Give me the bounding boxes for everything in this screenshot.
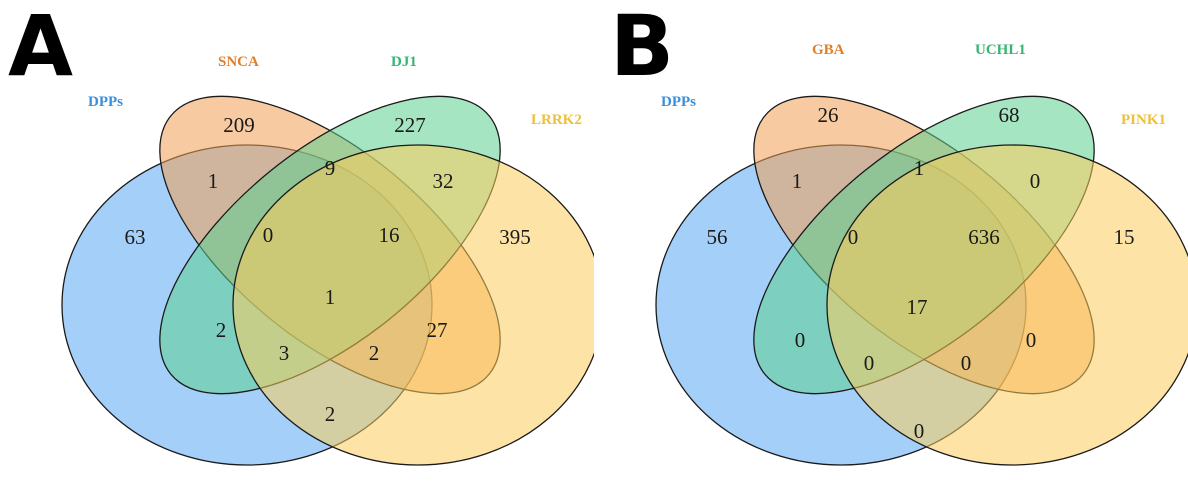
- region-sets-1-4: 0: [914, 419, 925, 443]
- region-only-set3: 68: [999, 103, 1020, 127]
- venn-diagram-b: B DPPs GBA UCHL1 PINK1 56 26 68 15 1 1 0…: [610, 0, 1188, 466]
- region-only-set4: 395: [499, 225, 531, 249]
- set-ellipses: [61, 95, 594, 466]
- set-label-3: DJ1: [391, 54, 417, 70]
- region-only-set2: 26: [818, 103, 839, 127]
- panel-letter: A: [8, 0, 73, 95]
- region-only-set1: 63: [125, 225, 146, 249]
- region-sets-all: 17: [907, 295, 928, 319]
- region-only-set1: 56: [707, 225, 728, 249]
- region-sets-1-2-4: 0: [961, 351, 972, 375]
- venn-diagram-a: A DPPs SNCA DJ1 LRRK2 63 209 227 395 1 9…: [8, 0, 594, 466]
- region-sets-1-3: 2: [216, 318, 227, 342]
- region-sets-2-4: 0: [1026, 328, 1037, 352]
- region-only-set4: 15: [1114, 225, 1135, 249]
- panel-letter: B: [610, 0, 674, 95]
- region-sets-1-2-3: 0: [263, 223, 274, 247]
- region-sets-1-2: 1: [208, 169, 219, 193]
- region-sets-1-2-4: 2: [369, 341, 380, 365]
- region-sets-2-4: 27: [427, 318, 448, 342]
- region-only-set3: 227: [394, 113, 426, 137]
- region-sets-1-4: 2: [325, 402, 336, 426]
- region-sets-1-3-4: 0: [864, 351, 875, 375]
- region-sets-1-2: 1: [792, 169, 803, 193]
- region-only-set2: 209: [223, 113, 255, 137]
- set-label-2: SNCA: [218, 54, 259, 70]
- set-label-2: GBA: [812, 42, 845, 58]
- region-sets-2-3: 9: [325, 156, 336, 180]
- region-sets-2-3-4: 636: [968, 225, 1000, 249]
- region-sets-3-4: 0: [1030, 169, 1041, 193]
- ellipse-set4: [826, 144, 1188, 466]
- region-sets-3-4: 32: [433, 169, 454, 193]
- ellipse-set4: [232, 144, 594, 466]
- set-label-3: UCHL1: [975, 42, 1026, 58]
- region-sets-2-3-4: 16: [379, 223, 400, 247]
- region-sets-all: 1: [325, 285, 336, 309]
- set-label-1: DPPs: [661, 94, 696, 110]
- region-sets-1-3: 0: [795, 328, 806, 352]
- set-ellipses: [655, 95, 1188, 466]
- set-label-4: PINK1: [1121, 112, 1166, 128]
- set-label-1: DPPs: [88, 94, 123, 110]
- set-label-4: LRRK2: [531, 112, 582, 128]
- region-sets-1-3-4: 3: [279, 341, 290, 365]
- region-sets-2-3: 1: [914, 156, 925, 180]
- region-sets-1-2-3: 0: [848, 225, 859, 249]
